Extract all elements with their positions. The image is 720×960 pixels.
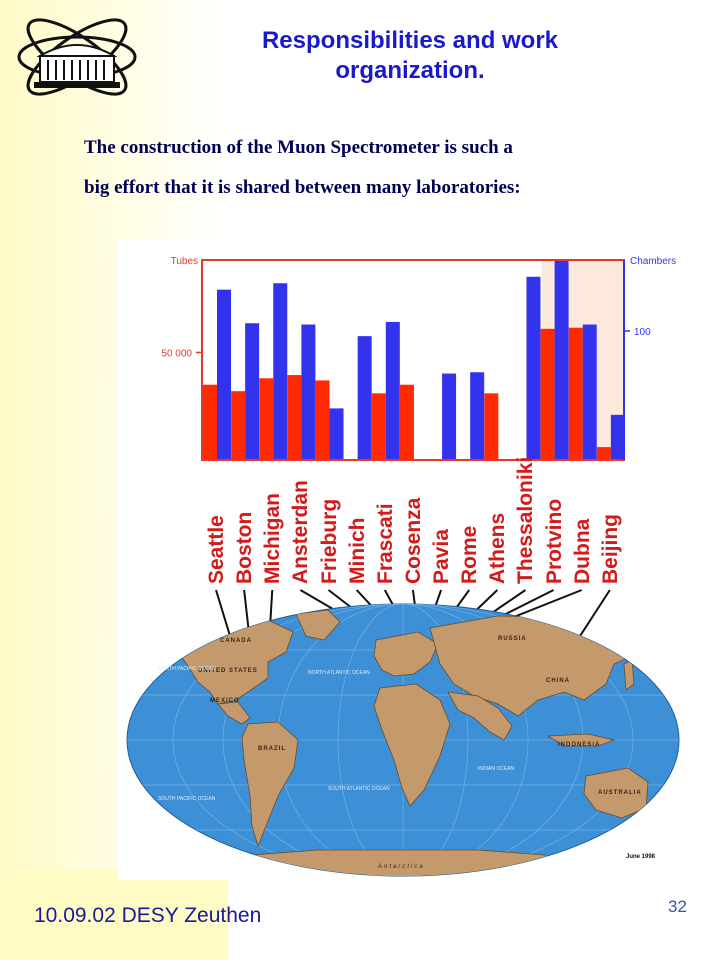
map-label-indian-ocean: INDIAN OCEAN: [478, 766, 515, 772]
title-dot: .: [478, 57, 485, 84]
tubes-bar-michigan: [259, 378, 274, 460]
ocean-labels: NORTH PACIFIC OCEAN NORTH ATLANTIC OCEAN…: [158, 666, 515, 802]
japan: [623, 659, 635, 691]
city-label-frascati: Frascati: [373, 503, 397, 584]
indonesia: [546, 733, 616, 747]
chambers-bar-dubna: [582, 324, 597, 460]
antarctica: [157, 849, 639, 876]
map-label-mexico: MEXICO: [210, 698, 240, 704]
map-label-brazil: BRAZIL: [258, 746, 286, 752]
map-label-north-atlantic: NORTH ATLANTIC OCEAN: [308, 670, 370, 676]
map-label-china: CHINA: [546, 678, 570, 684]
map-label-antarctica: Antarctica: [377, 864, 425, 870]
continents: [157, 609, 649, 876]
chambers-bar-pavia: [442, 373, 457, 460]
australia: [583, 767, 649, 819]
tubes-bar-boston: [231, 391, 246, 460]
tubes-bar-ansterdan: [287, 375, 302, 460]
greenland: [295, 609, 341, 641]
city-label-ansterdan: Ansterdan: [289, 480, 313, 584]
right-tick-label: 100: [634, 327, 651, 338]
tubes-bar-athens: [484, 393, 499, 460]
left-tick-label: 50 000: [161, 348, 192, 359]
city-label-protvino: Protvino: [542, 498, 566, 584]
city-label-pavia: Pavia: [430, 529, 454, 584]
chambers-bar-protvino: [554, 260, 569, 460]
city-label-boston: Boston: [233, 511, 257, 584]
city-label-beijing: Beijing: [598, 513, 622, 584]
arabia-india: [447, 691, 513, 741]
chambers-bar-seattle: [217, 289, 231, 460]
bar-chart: Tubes Chambers 50 000 100: [161, 256, 676, 461]
tubes-bar-dubna: [568, 327, 583, 460]
city-label-frieburg: Frieburg: [317, 498, 341, 584]
intro-text: The construction of the Muon Spectromete…: [84, 128, 684, 208]
city-label-athens: Athens: [486, 512, 510, 584]
tubes-bar-frieburg: [315, 380, 330, 460]
world-map: RUSSIA CHINA INDONESIA AUSTRALIA BRAZIL …: [126, 589, 680, 877]
city-label-dubna: Dubna: [570, 518, 594, 584]
left-axis-label: Tubes: [171, 256, 198, 267]
chambers-bar-frieburg: [329, 408, 344, 460]
title-line-1: Responsibilities and work: [261, 27, 559, 54]
tubes-bar-cosenza: [399, 384, 414, 460]
title-line-2: organization.: [220, 56, 600, 86]
chambers-bar-ansterdan: [301, 324, 316, 460]
city-label-cosenza: Cosenza: [401, 497, 425, 584]
map-label-canada: CANADA: [220, 638, 252, 644]
chambers-bar-boston: [245, 323, 260, 460]
map-date-note: June 1998: [626, 854, 656, 860]
europe: [373, 631, 439, 677]
map-label-north-pacific: NORTH PACIFIC OCEAN: [158, 666, 216, 672]
tubes-bar-seattle: [203, 384, 217, 460]
chart-and-map-figure: Tubes Chambers 50 000 100 Seattle Boston M…: [118, 240, 688, 880]
map-label-russia: RUSSIA: [498, 636, 527, 642]
chambers-bar-rome: [470, 372, 485, 460]
title-line-2-text: organization: [335, 57, 478, 84]
central-america: [217, 701, 251, 725]
tubes-bar-beijing: [596, 447, 611, 460]
slide-title: Responsibilities and work organization.: [220, 26, 600, 86]
map-labels: RUSSIA CHINA INDONESIA AUSTRALIA BRAZIL …: [198, 636, 642, 796]
institute-logo: [17, 18, 137, 96]
chambers-bar-frascati: [385, 321, 400, 460]
city-label-michigan: Michigan: [261, 492, 285, 584]
chambers-bar-thessaloniki: [526, 276, 541, 460]
africa: [373, 683, 451, 807]
city-label-minich: Minich: [345, 517, 369, 585]
intro-line-2: big effort that it is shared between man…: [84, 177, 521, 198]
tubes-bar-protvino: [540, 328, 555, 460]
page-number: 32: [668, 897, 687, 916]
map-label-indonesia: INDONESIA: [558, 742, 600, 748]
south-america: [241, 721, 299, 848]
city-label-thessaloniki: Thessaloniki: [514, 456, 538, 584]
city-label-seattle: Seattle: [205, 515, 228, 584]
city-label-rome: Rome: [458, 525, 482, 584]
chambers-bar-beijing: [610, 414, 625, 460]
tubes-bar-frascati: [371, 393, 386, 460]
map-label-australia: AUSTRALIA: [598, 790, 642, 796]
bars-layer: [203, 260, 625, 460]
footer-date: 10.09.02 DESY Zeuthen: [34, 904, 262, 927]
intro-line-1: The construction of the Muon Spectromete…: [84, 137, 513, 158]
map-label-south-atlantic: SOUTH ATLANTIC OCEAN: [328, 786, 390, 792]
chambers-bar-michigan: [273, 283, 288, 460]
chambers-bar-minich: [357, 336, 372, 460]
side-gradient-bottom: [0, 870, 228, 960]
map-label-united-states: UNITED STATES: [198, 668, 258, 674]
right-axis-label: Chambers: [630, 256, 676, 267]
map-label-south-pacific: SOUTH PACIFIC OCEAN: [158, 796, 216, 802]
